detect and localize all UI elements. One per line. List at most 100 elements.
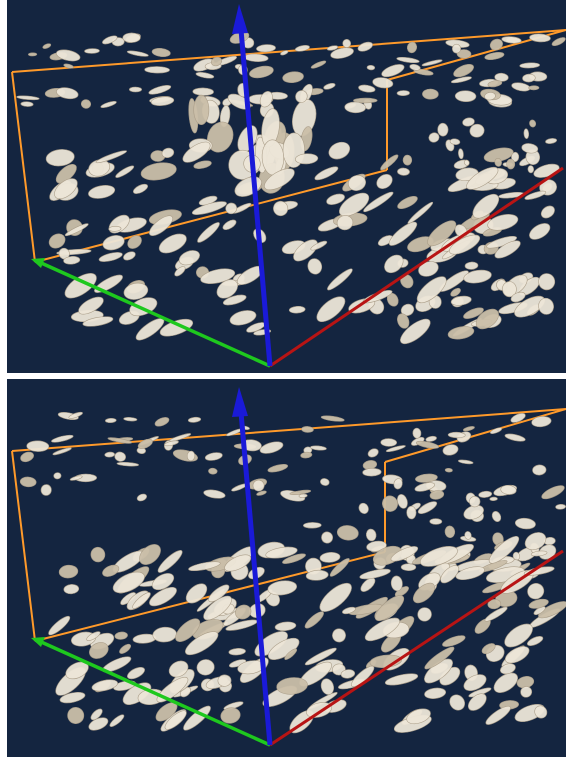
isosurface-blob [288, 305, 306, 314]
isosurface-blob [351, 665, 375, 687]
isosurface-blob [63, 63, 74, 69]
isosurface-blob [400, 303, 415, 316]
isosurface-blob [164, 440, 179, 447]
isosurface-blob [528, 598, 549, 609]
isosurface-blob [555, 503, 566, 510]
isosurface-blob [494, 158, 502, 167]
isosurface-blob [175, 618, 201, 642]
isosurface-blob [256, 490, 267, 496]
isosurface-blob [151, 573, 175, 591]
isosurface-blob [514, 517, 536, 530]
isosurface-blob [301, 426, 314, 433]
isosurface-blob [276, 677, 308, 695]
isosurface-blob [504, 646, 530, 664]
isosurface-blob [458, 148, 464, 160]
isosurface-blob [450, 76, 472, 84]
isosurface-blob [126, 50, 149, 57]
isosurface-blob [444, 467, 453, 473]
isosurface-blob [442, 635, 466, 647]
isosurface-blob [178, 250, 200, 266]
isosurface-blob [393, 478, 403, 490]
isosurface-blob [415, 473, 438, 483]
isosurface-blob [529, 223, 551, 240]
isosurface-structures [16, 31, 566, 345]
isosurface-blob [380, 154, 399, 171]
isosurface-blob [538, 601, 566, 619]
isosurface-blob [123, 417, 138, 422]
isosurface-blob [48, 615, 71, 636]
isosurface-blob [115, 165, 135, 178]
isosurface-blob [63, 256, 81, 265]
isosurface-blob [235, 604, 252, 620]
isosurface-blob [90, 546, 106, 563]
isosurface-blob [462, 426, 475, 432]
isosurface-blob [409, 64, 421, 71]
isosurface-blob [105, 417, 117, 424]
isosurface-blob [58, 564, 79, 579]
isosurface-blob [148, 85, 172, 95]
isosurface-blob [294, 44, 310, 52]
isosurface-blob [319, 582, 352, 612]
isosurface-blob [527, 165, 535, 174]
isosurface-blob [450, 287, 461, 297]
isosurface-blob [449, 234, 481, 255]
isosurface-blob [164, 710, 187, 730]
isosurface-blob [151, 47, 171, 58]
isosurface-blob [464, 531, 472, 540]
isosurface-blob [381, 64, 405, 78]
isosurface-blob [390, 546, 419, 562]
isosurface-blob [447, 431, 466, 439]
isosurface-blob [112, 571, 145, 594]
isosurface-blob [80, 99, 92, 109]
isosurface-blob [524, 532, 547, 551]
isosurface-blob [437, 122, 449, 137]
isosurface-blob [501, 36, 522, 44]
isosurface-structures [19, 411, 566, 734]
isosurface-blob [114, 631, 128, 640]
isosurface-blob [306, 702, 333, 718]
isosurface-blob [186, 450, 196, 462]
isosurface-blob [20, 101, 34, 107]
isosurface-blob [63, 584, 80, 595]
isosurface-blob [491, 511, 502, 522]
isosurface-blob [364, 617, 400, 642]
isosurface-blob [323, 83, 336, 90]
isosurface-blob [453, 63, 474, 78]
isosurface-blob [310, 445, 327, 451]
isosurface-blob [102, 35, 118, 45]
isosurface-blob [456, 49, 472, 59]
isosurface-blob [414, 482, 436, 492]
isosurface-blob [55, 163, 77, 184]
isosurface-blob [397, 494, 408, 509]
isosurface-blob [100, 101, 117, 108]
isosurface-blob [538, 273, 556, 291]
isosurface-blob [406, 41, 418, 54]
isosurface-blob [521, 143, 539, 154]
isosurface-blob [523, 128, 530, 139]
isosurface-blob [463, 269, 492, 284]
isosurface-blob [161, 147, 175, 158]
isosurface-blob [504, 433, 526, 442]
isosurface-blob [119, 643, 132, 654]
z-axis-arrowhead [232, 4, 248, 34]
isosurface-blob [329, 558, 350, 577]
isosurface-blob [48, 233, 66, 249]
isosurface-blob [526, 636, 544, 646]
isosurface-blob [293, 239, 318, 262]
isosurface-blob [339, 192, 370, 217]
isosurface-blob [295, 153, 319, 165]
isosurface-blob [522, 73, 536, 83]
isosurface-blob [400, 563, 417, 572]
isosurface-blob [259, 441, 284, 454]
isosurface-blob [144, 66, 170, 74]
isosurface-blob [444, 525, 456, 538]
isosurface-blob [310, 60, 327, 69]
isosurface-blob [78, 296, 104, 315]
isosurface-blob [95, 150, 128, 164]
isosurface-blob [531, 416, 552, 428]
visualization-panel-top [7, 0, 566, 373]
isosurface-blob [340, 669, 356, 679]
isosurface-blob [54, 178, 78, 199]
isosurface-blob [107, 437, 133, 444]
isosurface-blob [467, 693, 487, 711]
